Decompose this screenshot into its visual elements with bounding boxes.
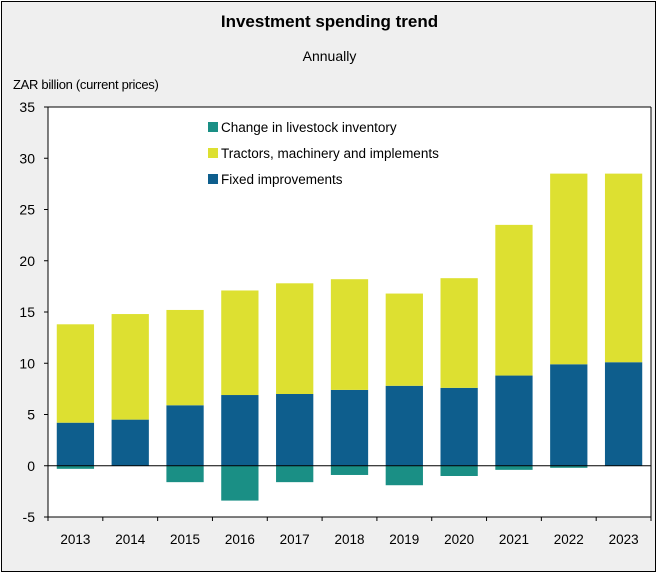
bar-tractors-machinery-and-implements-2019 <box>385 293 423 386</box>
bar-fixed-improvements-2014 <box>111 419 149 466</box>
legend-label: Tractors, machinery and implements <box>221 146 439 161</box>
bar-fixed-improvements-2015 <box>166 405 204 466</box>
bar-tractors-machinery-and-implements-2015 <box>166 309 204 406</box>
x-tick-label: 2019 <box>389 532 419 547</box>
y-tick-label: 25 <box>19 202 35 218</box>
bar-fixed-improvements-2021 <box>495 375 533 466</box>
legend-swatch <box>208 174 218 184</box>
bar-fixed-improvements-2016 <box>221 395 259 466</box>
bar-tractors-machinery-and-implements-2017 <box>276 283 314 394</box>
legend-swatch <box>208 148 218 158</box>
bar-change-in-livestock-inventory-2015 <box>166 465 204 483</box>
bar-fixed-improvements-2023 <box>604 362 643 466</box>
bar-change-in-livestock-inventory-2019 <box>385 465 423 486</box>
bar-change-in-livestock-inventory-2022 <box>550 465 588 468</box>
x-tick-label: 2018 <box>334 532 364 547</box>
chart-title: Investment spending trend <box>220 12 439 31</box>
bar-fixed-improvements-2013 <box>56 422 95 466</box>
legend-swatch <box>208 122 218 132</box>
bar-fixed-improvements-2019 <box>385 385 423 466</box>
bar-tractors-machinery-and-implements-2018 <box>330 279 369 390</box>
x-tick-label: 2016 <box>225 532 255 547</box>
bar-change-in-livestock-inventory-2021 <box>495 465 533 470</box>
x-tick-label: 2014 <box>115 532 146 547</box>
bar-tractors-machinery-and-implements-2023 <box>604 173 643 363</box>
bar-tractors-machinery-and-implements-2022 <box>550 173 588 365</box>
bar-fixed-improvements-2022 <box>550 364 588 466</box>
legend-label: Change in livestock inventory <box>221 120 397 135</box>
y-tick-label: 20 <box>19 253 35 269</box>
bar-fixed-improvements-2020 <box>440 387 478 466</box>
bar-change-in-livestock-inventory-2017 <box>276 465 314 483</box>
x-tick-label: 2015 <box>170 532 200 547</box>
y-axis-label: ZAR billion (current prices) <box>13 77 159 92</box>
bar-change-in-livestock-inventory-2020 <box>440 465 478 476</box>
y-tick-label: 15 <box>19 304 35 320</box>
bar-fixed-improvements-2018 <box>330 389 369 466</box>
y-tick-label: 30 <box>19 150 35 166</box>
x-tick-label: 2021 <box>499 532 529 547</box>
bar-tractors-machinery-and-implements-2013 <box>56 324 95 423</box>
x-tick-label: 2022 <box>554 532 584 547</box>
bar-tractors-machinery-and-implements-2021 <box>495 224 533 376</box>
x-tick-label: 2020 <box>444 532 474 547</box>
x-tick-label: 2017 <box>280 532 310 547</box>
x-tick-label: 2013 <box>60 532 90 547</box>
bar-tractors-machinery-and-implements-2016 <box>221 290 259 396</box>
bar-change-in-livestock-inventory-2018 <box>330 465 369 475</box>
y-tick-label: -5 <box>23 509 36 525</box>
bar-tractors-machinery-and-implements-2014 <box>111 314 149 420</box>
y-tick-label: 10 <box>19 355 35 371</box>
chart-subtitle: Annually <box>302 48 357 64</box>
x-tick-label: 2023 <box>609 532 639 547</box>
bar-fixed-improvements-2017 <box>276 394 314 466</box>
y-tick-label: 5 <box>27 407 35 423</box>
y-tick-label: 35 <box>19 99 35 115</box>
y-tick-label: 0 <box>27 458 35 474</box>
legend-label: Fixed improvements <box>221 172 343 187</box>
bar-change-in-livestock-inventory-2013 <box>56 465 95 469</box>
bar-tractors-machinery-and-implements-2020 <box>440 278 478 388</box>
bar-change-in-livestock-inventory-2016 <box>221 465 259 501</box>
